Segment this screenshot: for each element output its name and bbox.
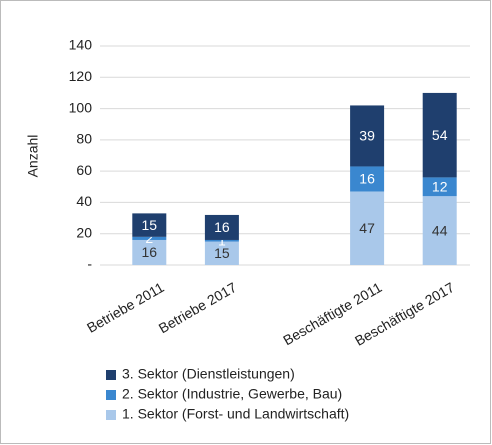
data-label: 12	[432, 178, 448, 194]
data-label: 39	[359, 128, 375, 144]
y-axis-label: Anzahl	[25, 135, 41, 178]
bar-segment	[204, 214, 239, 240]
data-label: 15	[214, 245, 230, 261]
legend-swatch	[106, 410, 116, 420]
data-label: 16	[142, 244, 158, 260]
legend-swatch	[106, 390, 116, 400]
data-label: 15	[142, 217, 158, 233]
legend-label: 1. Sektor (Forst- und Landwirtschaft)	[122, 406, 349, 422]
bar-segment	[422, 196, 457, 265]
legend-label: 2. Sektor (Industrie, Gewerbe, Bau)	[122, 386, 342, 402]
data-label: 1	[218, 232, 226, 248]
y-tick-label: -	[87, 256, 92, 272]
bar-segment	[422, 177, 457, 197]
bar-segment	[350, 105, 385, 167]
data-label: 44	[432, 222, 448, 238]
data-label: 54	[432, 127, 448, 143]
y-tick-label: 140	[69, 37, 93, 53]
legend-swatch	[106, 370, 116, 380]
data-label: 16	[359, 171, 375, 187]
bar-segment	[350, 166, 385, 192]
bar-segment	[204, 239, 239, 242]
y-tick-label: 20	[76, 224, 92, 240]
bar-segment	[422, 92, 457, 178]
bar-segment	[132, 236, 167, 240]
bar-segment	[132, 239, 167, 265]
y-tick-label: 120	[69, 68, 93, 84]
y-tick-label: 80	[76, 131, 92, 147]
bar-segment	[350, 191, 385, 265]
bar-segment	[132, 213, 167, 237]
data-label: 47	[359, 220, 375, 236]
data-label: 16	[214, 219, 230, 235]
y-tick-label: 60	[76, 162, 92, 178]
legend-label: 3. Sektor (Dienstleistungen)	[122, 366, 295, 382]
y-tick-label: 40	[76, 193, 92, 209]
y-tick-label: 100	[69, 99, 93, 115]
data-label: 2	[145, 230, 153, 246]
bar-segment	[204, 241, 239, 265]
